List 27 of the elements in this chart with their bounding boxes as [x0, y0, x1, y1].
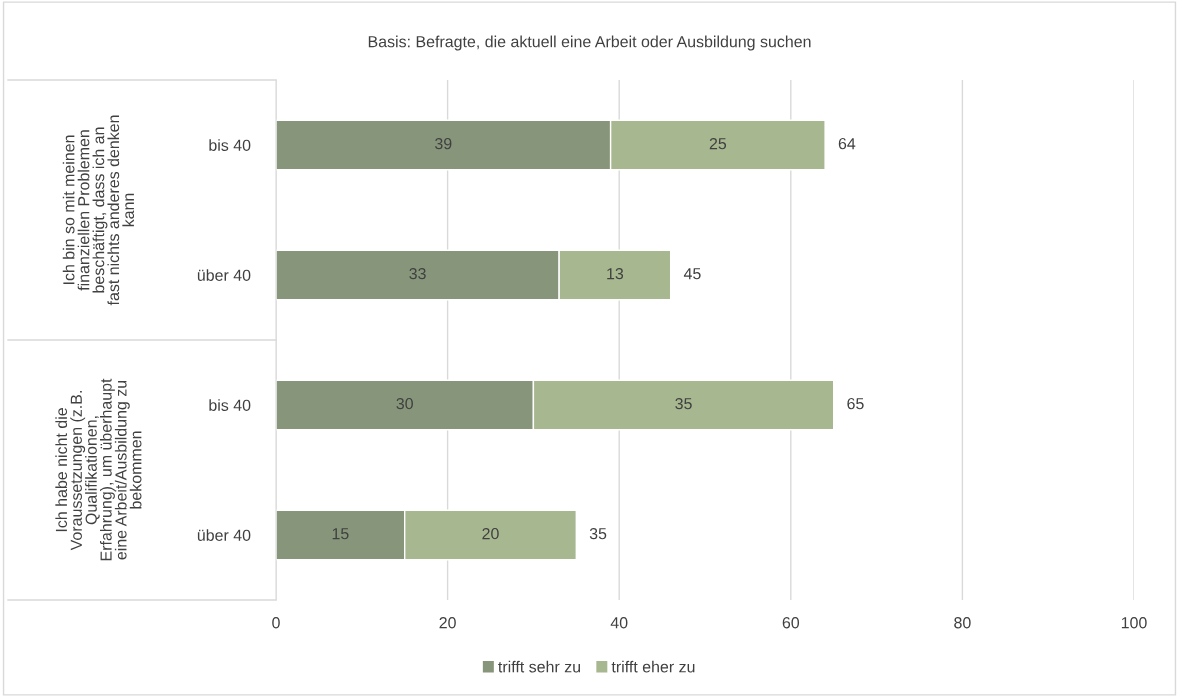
x-tick-label: 40 — [610, 617, 628, 629]
data-label: 13 — [607, 267, 624, 280]
text: Ich habe nicht die Voraussetzungen (z.B. Qualifikationen, Erfahrung), um überhaupt eine Arbeit/Ausbildung zu bekommen — [55, 378, 142, 561]
x-tick-label: 0 — [272, 617, 280, 629]
total-label: 64 — [838, 137, 856, 150]
total-label: 35 — [589, 527, 607, 540]
legend-label: trifft sehr zu — [498, 660, 581, 673]
data-label: 35 — [675, 397, 692, 410]
legend-label: trifft eher zu — [611, 660, 695, 673]
y-tick-label: bis 40 — [209, 139, 251, 151]
data-label: 30 — [396, 397, 413, 410]
total-label: 65 — [847, 397, 864, 410]
text: Ich bin so mit meinen finanziellen Problemen beschäftigt, dass ich an fast nichts anderes denken kann — [62, 115, 135, 306]
x-tick-label: 60 — [782, 617, 800, 629]
y-tick-label: über 40 — [197, 269, 251, 281]
data-label: 15 — [332, 528, 349, 540]
data-label: 39 — [435, 137, 452, 150]
x-tick-label: 20 — [439, 617, 456, 629]
data-label: 25 — [709, 137, 727, 150]
chart-title: Basis: Befragte, die aktuell eine Arbeit oder Ausbildung suchen — [368, 35, 811, 51]
x-tick-label: 100 — [1121, 617, 1147, 629]
data-label: 20 — [482, 527, 499, 540]
y-tick-label: bis 40 — [209, 399, 251, 411]
data-label: 33 — [409, 267, 426, 280]
x-tick-label: 80 — [954, 617, 971, 629]
y-tick-label: über 40 — [197, 529, 251, 541]
total-label: 45 — [683, 268, 701, 280]
